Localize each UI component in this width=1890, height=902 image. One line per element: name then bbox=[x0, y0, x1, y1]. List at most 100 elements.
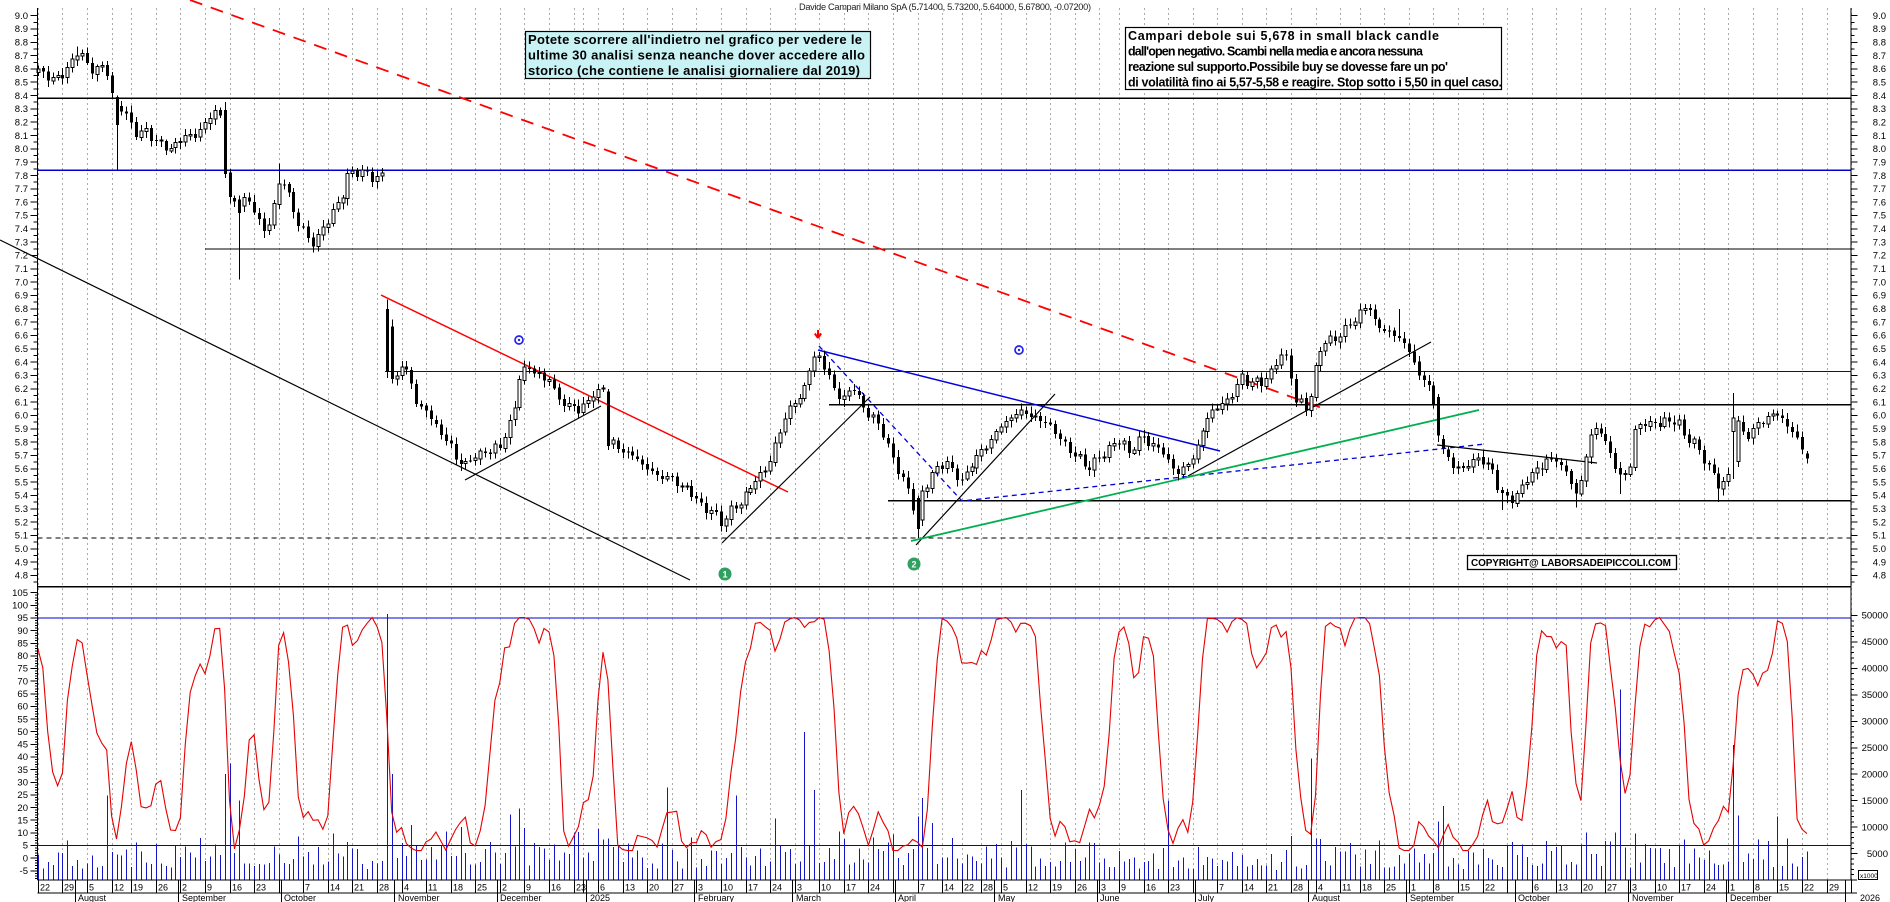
svg-text:7.2: 7.2 bbox=[15, 251, 28, 262]
svg-text:18: 18 bbox=[1362, 883, 1372, 893]
svg-text:7.5: 7.5 bbox=[1873, 211, 1886, 222]
svg-text:29: 29 bbox=[64, 883, 74, 893]
svg-text:9: 9 bbox=[526, 883, 531, 893]
svg-text:3: 3 bbox=[698, 883, 703, 893]
svg-text:6.5: 6.5 bbox=[15, 344, 28, 355]
svg-text:6: 6 bbox=[1534, 883, 1539, 893]
svg-text:27: 27 bbox=[674, 883, 684, 893]
svg-text:15000: 15000 bbox=[1862, 796, 1888, 807]
svg-text:5.7: 5.7 bbox=[1873, 451, 1886, 462]
svg-text:16: 16 bbox=[232, 883, 242, 893]
svg-text:23: 23 bbox=[256, 883, 266, 893]
svg-text:55: 55 bbox=[17, 714, 28, 725]
svg-text:7.7: 7.7 bbox=[15, 184, 28, 195]
svg-text:reazione sul supporto.Possibil: reazione sul supporto.Possibile buy se d… bbox=[1128, 60, 1448, 74]
svg-text:5.5: 5.5 bbox=[1873, 477, 1886, 488]
svg-text:6.1: 6.1 bbox=[1873, 397, 1886, 408]
svg-text:2: 2 bbox=[182, 883, 187, 893]
svg-text:7: 7 bbox=[920, 883, 925, 893]
svg-text:26: 26 bbox=[1077, 883, 1087, 893]
svg-text:23: 23 bbox=[576, 883, 586, 893]
svg-text:5.7: 5.7 bbox=[15, 451, 28, 462]
svg-text:3: 3 bbox=[1101, 883, 1106, 893]
svg-text:COPYRIGHT@ LABORSADEIPICCOLI.C: COPYRIGHT@ LABORSADEIPICCOLI.COM bbox=[1471, 558, 1671, 569]
svg-text:22: 22 bbox=[40, 883, 50, 893]
svg-text:40000: 40000 bbox=[1862, 664, 1888, 675]
svg-text:6.2: 6.2 bbox=[1873, 384, 1886, 395]
svg-text:20: 20 bbox=[1583, 883, 1593, 893]
svg-text:6.1: 6.1 bbox=[15, 397, 28, 408]
svg-text:8.2: 8.2 bbox=[15, 117, 28, 128]
svg-text:60: 60 bbox=[17, 702, 28, 713]
svg-text:8.5: 8.5 bbox=[15, 77, 28, 88]
svg-text:7.0: 7.0 bbox=[15, 277, 28, 288]
svg-text:7.8: 7.8 bbox=[15, 171, 28, 182]
svg-text:17: 17 bbox=[1681, 883, 1691, 893]
svg-text:6.7: 6.7 bbox=[1873, 317, 1886, 328]
svg-text:6.0: 6.0 bbox=[1873, 411, 1886, 422]
svg-text:November: November bbox=[1632, 893, 1674, 902]
svg-text:80: 80 bbox=[17, 651, 28, 662]
svg-text:16: 16 bbox=[551, 883, 561, 893]
svg-text:7.6: 7.6 bbox=[15, 197, 28, 208]
svg-text:8.6: 8.6 bbox=[1873, 64, 1886, 75]
svg-text:70: 70 bbox=[17, 676, 28, 687]
svg-text:5.1: 5.1 bbox=[1873, 531, 1886, 542]
svg-text:8.4: 8.4 bbox=[15, 91, 28, 102]
svg-text:28: 28 bbox=[379, 883, 389, 893]
svg-text:5.9: 5.9 bbox=[1873, 424, 1886, 435]
svg-text:24: 24 bbox=[772, 883, 782, 893]
svg-text:0: 0 bbox=[23, 853, 28, 864]
svg-text:7.7: 7.7 bbox=[1873, 184, 1886, 195]
svg-text:5: 5 bbox=[1003, 883, 1008, 893]
svg-text:5.9: 5.9 bbox=[15, 424, 28, 435]
svg-text:dall'open negativo. Scambi nel: dall'open negativo. Scambi nella media e… bbox=[1128, 45, 1424, 59]
svg-text:September: September bbox=[1410, 893, 1454, 902]
svg-text:28: 28 bbox=[983, 883, 993, 893]
svg-text:22: 22 bbox=[964, 883, 974, 893]
svg-text:2025: 2025 bbox=[590, 893, 610, 902]
svg-text:8.9: 8.9 bbox=[15, 24, 28, 35]
svg-text:22: 22 bbox=[1485, 883, 1495, 893]
svg-text:26: 26 bbox=[158, 883, 168, 893]
svg-text:8.6: 8.6 bbox=[15, 64, 28, 75]
svg-text:4: 4 bbox=[404, 883, 409, 893]
svg-text:2: 2 bbox=[502, 883, 507, 893]
svg-text:10: 10 bbox=[821, 883, 831, 893]
svg-text:5.3: 5.3 bbox=[15, 504, 28, 515]
svg-text:13: 13 bbox=[1558, 883, 1568, 893]
svg-text:35000: 35000 bbox=[1862, 690, 1888, 701]
svg-text:Campari debole sui 5,678 in sm: Campari debole sui 5,678 in small black … bbox=[1128, 29, 1439, 43]
svg-text:5.0: 5.0 bbox=[15, 544, 28, 555]
svg-text:20: 20 bbox=[17, 803, 28, 814]
svg-text:5.8: 5.8 bbox=[1873, 437, 1886, 448]
svg-text:29: 29 bbox=[1829, 883, 1839, 893]
svg-text:7.9: 7.9 bbox=[15, 157, 28, 168]
svg-text:November: November bbox=[398, 893, 440, 902]
svg-text:5: 5 bbox=[23, 841, 28, 852]
svg-text:5.5: 5.5 bbox=[15, 477, 28, 488]
svg-text:5.0: 5.0 bbox=[1873, 544, 1886, 555]
svg-text:3: 3 bbox=[1632, 883, 1637, 893]
svg-text:February: February bbox=[698, 893, 735, 902]
svg-text:8.0: 8.0 bbox=[15, 144, 28, 155]
svg-text:6.4: 6.4 bbox=[1873, 357, 1886, 368]
svg-text:50000: 50000 bbox=[1862, 611, 1888, 622]
svg-text:7.1: 7.1 bbox=[1873, 264, 1886, 275]
svg-text:21: 21 bbox=[1268, 883, 1278, 893]
svg-text:19: 19 bbox=[1052, 883, 1062, 893]
svg-text:15: 15 bbox=[1460, 883, 1470, 893]
svg-text:8.3: 8.3 bbox=[15, 104, 28, 115]
svg-text:6.8: 6.8 bbox=[15, 304, 28, 315]
svg-text:7.5: 7.5 bbox=[15, 211, 28, 222]
svg-text:9: 9 bbox=[207, 883, 212, 893]
svg-text:45: 45 bbox=[17, 740, 28, 751]
svg-text:8.3: 8.3 bbox=[1873, 104, 1886, 115]
svg-text:6.3: 6.3 bbox=[15, 371, 28, 382]
svg-text:8.1: 8.1 bbox=[1873, 131, 1886, 142]
svg-text:16: 16 bbox=[1146, 883, 1156, 893]
svg-text:July: July bbox=[1198, 893, 1215, 902]
svg-text:25: 25 bbox=[17, 790, 28, 801]
svg-text:21: 21 bbox=[354, 883, 364, 893]
svg-text:3: 3 bbox=[797, 883, 802, 893]
